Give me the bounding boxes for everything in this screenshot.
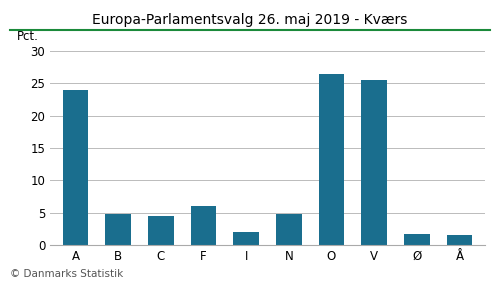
Text: © Danmarks Statistik: © Danmarks Statistik (10, 269, 123, 279)
Bar (234, 232, 259, 245)
Bar (190, 206, 216, 245)
Bar (404, 234, 429, 245)
Bar (318, 74, 344, 245)
Bar (63, 90, 88, 245)
Bar (106, 214, 131, 245)
Text: Pct.: Pct. (18, 30, 39, 43)
Bar (446, 235, 472, 245)
Text: Europa-Parlamentsvalg 26. maj 2019 - Kværs: Europa-Parlamentsvalg 26. maj 2019 - Kvæ… (92, 13, 407, 27)
Bar (362, 80, 387, 245)
Bar (148, 216, 174, 245)
Bar (276, 214, 301, 245)
